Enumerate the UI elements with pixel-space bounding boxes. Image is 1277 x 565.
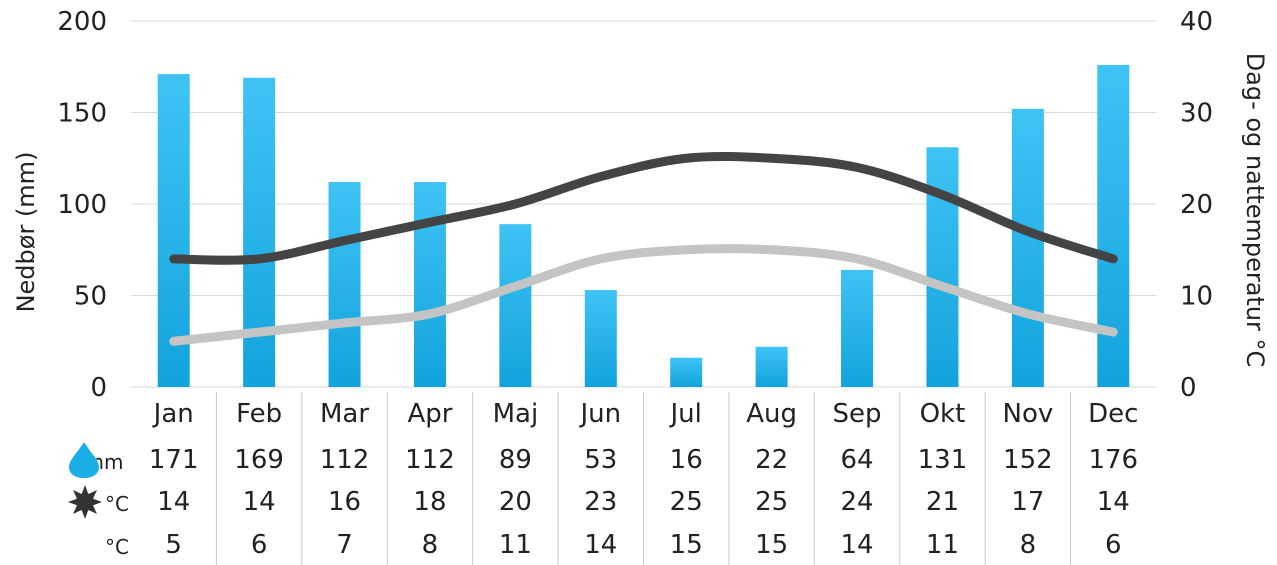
table-cell: 131 (918, 445, 968, 475)
sun-ray (81, 510, 89, 519)
sun-icon (68, 485, 102, 519)
y-tick-left: 100 (57, 190, 107, 220)
table-cell: 14 (157, 487, 190, 517)
table-cell: 14 (243, 487, 276, 517)
x-tick-label: Okt (920, 399, 966, 429)
y-tick-right: 0 (1180, 373, 1197, 403)
moon-icon (83, 531, 104, 561)
table-cell: 15 (670, 530, 703, 560)
table-cell: 5 (165, 530, 182, 560)
y-tick-left: 0 (90, 373, 107, 403)
raindrop-icon (69, 442, 99, 478)
x-tick-label: Nov (1003, 399, 1054, 429)
precipitation-bar (157, 74, 190, 387)
unit-label: °C (105, 535, 129, 559)
x-tick-label: Jun (578, 399, 621, 429)
table-cell: 6 (1105, 530, 1122, 560)
sun-ray (68, 498, 77, 506)
x-tick-label: Jan (152, 399, 194, 429)
sun-ray (72, 505, 82, 515)
table-cell: 6 (251, 530, 268, 560)
x-tick-label: Dec (1088, 399, 1138, 429)
y-tick-right: 10 (1180, 282, 1213, 312)
night-temperature-line (169, 244, 1118, 346)
table-cell: 11 (499, 530, 532, 560)
table-cell: 25 (755, 487, 788, 517)
table-cell: 11 (926, 530, 959, 560)
precipitation-bar (413, 182, 446, 387)
y-tick-right: 40 (1180, 7, 1213, 37)
precipitation-bar (1097, 64, 1130, 388)
y-tick-left: 150 (57, 99, 107, 129)
table-cell: 14 (840, 530, 873, 560)
sun-disc (76, 493, 94, 511)
table-cell: 23 (584, 487, 617, 517)
table-cell: 152 (1003, 445, 1053, 475)
table-cell: 171 (149, 445, 199, 475)
day-temperature-line (169, 151, 1118, 265)
table-cell: 24 (840, 487, 873, 517)
table-cell: 176 (1088, 445, 1138, 475)
table-cell: 112 (320, 445, 370, 475)
precipitation-bar (1011, 108, 1044, 387)
table-cell: 8 (1020, 530, 1037, 560)
x-tick-label: Feb (236, 399, 282, 429)
y-axis-title-left: Nedbør (mm) (12, 152, 40, 313)
table-cell: 16 (328, 487, 361, 517)
table-cell: 18 (413, 487, 446, 517)
unit-label: °C (105, 492, 129, 516)
table-cell: 8 (422, 530, 439, 560)
table-cell: 16 (670, 445, 703, 475)
table-cell: 64 (840, 445, 873, 475)
precipitation-bar (328, 182, 361, 387)
table-cell: 25 (670, 487, 703, 517)
x-tick-label: Maj (493, 399, 539, 429)
table-cell: 169 (234, 445, 284, 475)
table-cell: 17 (1011, 487, 1044, 517)
precipitation-bar (926, 147, 959, 387)
table-cell: 7 (336, 530, 353, 560)
table-cell: 112 (405, 445, 455, 475)
precipitation-bar (755, 346, 788, 387)
y-tick-right: 30 (1180, 99, 1213, 129)
table-cell: 53 (584, 445, 617, 475)
x-tick-label: Apr (407, 399, 452, 429)
y-tick-left: 50 (74, 282, 107, 312)
y-tick-left: 200 (57, 7, 107, 37)
x-tick-label: Mar (320, 399, 369, 429)
table-cell: 21 (926, 487, 959, 517)
table-cell: 14 (584, 530, 617, 560)
table-cell: 15 (755, 530, 788, 560)
x-tick-label: Aug (746, 399, 797, 429)
x-tick-label: Sep (833, 399, 882, 429)
precipitation-bar (670, 357, 703, 387)
precipitation-bar (499, 224, 532, 387)
sun-ray (72, 489, 82, 499)
table-cell: 89 (499, 445, 532, 475)
precipitation-bar (243, 77, 276, 387)
sun-ray (81, 485, 89, 494)
x-tick-label: Jul (669, 399, 702, 429)
y-axis-title-right: Dag- og nattemperatur °C (1241, 53, 1269, 368)
table-cell: 22 (755, 445, 788, 475)
table-cell: 14 (1097, 487, 1130, 517)
sun-ray (88, 489, 98, 499)
sun-ray (93, 498, 102, 506)
sun-ray (88, 505, 98, 515)
y-tick-right: 20 (1180, 190, 1213, 220)
table-cell: 20 (499, 487, 532, 517)
precipitation-bar (584, 290, 617, 387)
precipitation-bar (841, 269, 874, 387)
